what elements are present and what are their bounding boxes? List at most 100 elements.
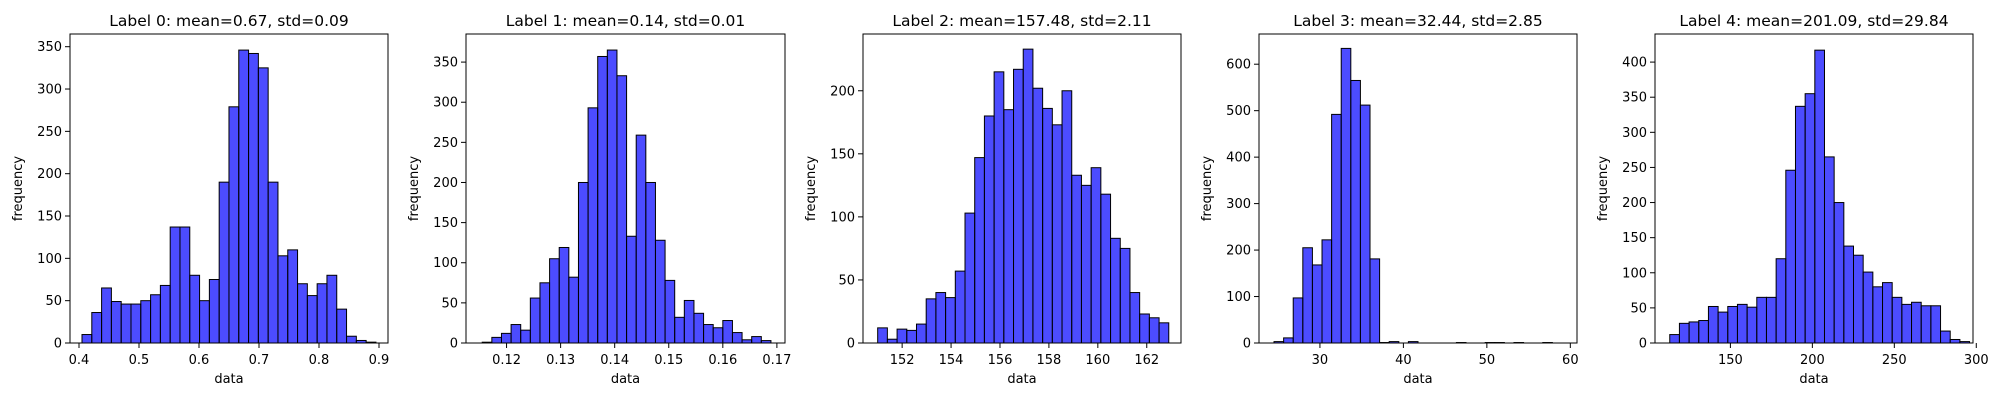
axes-frame <box>1258 33 1578 344</box>
y-tick-label: 300 <box>37 83 62 98</box>
y-tick-label: 250 <box>37 125 62 140</box>
x-tick-label: 30 <box>1312 353 1329 368</box>
histogram-bar <box>1746 306 1758 344</box>
histogram-bar <box>208 279 220 344</box>
histogram-bar <box>577 181 589 344</box>
y-tick-label: 200 <box>37 167 62 182</box>
y-tick-label: 150 <box>830 147 855 162</box>
histogram-bar <box>1100 193 1112 344</box>
y-tick-label: 50 <box>45 294 62 309</box>
histogram-bar <box>1775 258 1787 344</box>
histogram-bar <box>1707 305 1719 344</box>
x-tick-label: 152 <box>890 353 915 368</box>
x-tick-label: 0.16 <box>708 353 737 368</box>
histogram-bar <box>626 235 637 344</box>
histogram-bar <box>491 336 502 344</box>
y-tick-label: 50 <box>838 273 855 288</box>
histogram-bar <box>616 75 628 344</box>
histogram-bar <box>1891 296 1903 344</box>
histogram-bar <box>1823 156 1835 344</box>
chart-title: Label 0: mean=0.67, std=0.09 <box>109 12 349 30</box>
histogram-bar <box>1756 296 1767 344</box>
histogram-bar <box>1350 79 1361 344</box>
x-tick-label: 250 <box>1882 353 1907 368</box>
y-tick-label: 100 <box>37 252 62 267</box>
histogram-bar <box>1061 90 1073 344</box>
histogram-bar <box>1311 264 1323 344</box>
histogram-bar <box>1129 292 1141 344</box>
histogram-bar <box>228 106 240 344</box>
x-tick-label: 0.7 <box>249 353 270 368</box>
histogram-bar <box>101 287 112 344</box>
x-tick-label: 158 <box>1036 353 1061 368</box>
y-axis-label: frequency <box>1200 156 1215 222</box>
histogram-bar <box>179 226 191 344</box>
histogram-bar <box>267 181 279 344</box>
chart-title: Label 1: mean=0.14, std=0.01 <box>506 12 746 30</box>
y-tick-label: 100 <box>1622 266 1647 281</box>
histogram-bar <box>906 329 917 344</box>
y-axis-label: frequency <box>1596 156 1611 222</box>
histogram-bar <box>683 299 695 344</box>
y-axis-label: frequency <box>804 156 819 222</box>
x-tick-label: 50 <box>1479 353 1496 368</box>
histogram-bar <box>1071 174 1082 344</box>
histogram-bar <box>1090 167 1102 344</box>
y-tick-label: 100 <box>830 210 855 225</box>
x-axis-label: data <box>214 372 243 387</box>
x-tick-label: 0.8 <box>309 353 330 368</box>
histogram-bar <box>297 283 308 344</box>
histogram-bar <box>336 308 348 344</box>
y-tick-label: 0 <box>54 337 62 352</box>
histogram-bar <box>1302 247 1313 344</box>
y-tick-label: 200 <box>1226 244 1251 259</box>
histogram-bar <box>1022 48 1034 344</box>
histogram-bar <box>751 336 762 344</box>
histogram-bar <box>722 320 733 344</box>
histogram-bar <box>199 300 210 344</box>
histogram-bar <box>1051 124 1063 344</box>
histogram-bar <box>974 157 985 344</box>
histogram-bar <box>1872 286 1884 344</box>
histogram-bar <box>645 181 656 344</box>
histogram-bar <box>1340 47 1352 344</box>
histogram-bar <box>1119 247 1131 344</box>
histogram-bar <box>539 282 551 344</box>
y-tick-label: 350 <box>433 56 458 71</box>
histogram-bar <box>935 292 947 344</box>
histogram-bar <box>654 239 666 344</box>
x-tick-label: 40 <box>1395 353 1412 368</box>
x-axis-label: data <box>1007 372 1036 387</box>
x-tick-label: 160 <box>1085 353 1110 368</box>
y-tick-label: 250 <box>433 136 458 151</box>
y-tick-label: 150 <box>433 216 458 231</box>
histogram-bar <box>1833 202 1845 344</box>
axes-frame <box>862 33 1182 344</box>
histogram-bar <box>1727 305 1738 344</box>
x-tick-label: 200 <box>1800 353 1825 368</box>
histogram-bar <box>1013 68 1024 344</box>
histogram-bar <box>1359 104 1371 344</box>
histogram-bar <box>130 303 142 344</box>
y-axis-label: frequency <box>11 156 26 222</box>
histogram-bar <box>1901 303 1913 344</box>
histogram-bar <box>1785 169 1796 344</box>
x-tick-label: 154 <box>939 353 964 368</box>
histogram-bar <box>1911 301 1922 344</box>
histogram-bar <box>597 55 608 344</box>
x-tick-label: 0.13 <box>546 353 575 368</box>
histogram-bar <box>1843 245 1855 344</box>
histogram-bar <box>1794 105 1806 344</box>
y-tick-label: 400 <box>1622 56 1647 71</box>
histogram-bar <box>287 249 299 344</box>
histogram-bar <box>306 295 318 344</box>
histogram-bar <box>218 181 230 344</box>
axes-frame <box>1654 33 1974 344</box>
y-tick-label: 300 <box>433 96 458 111</box>
histogram-bar <box>703 324 714 344</box>
histogram-bar <box>1669 334 1680 344</box>
y-tick-label: 350 <box>37 40 62 55</box>
chart-title: Label 3: mean=32.44, std=2.85 <box>1293 12 1542 30</box>
